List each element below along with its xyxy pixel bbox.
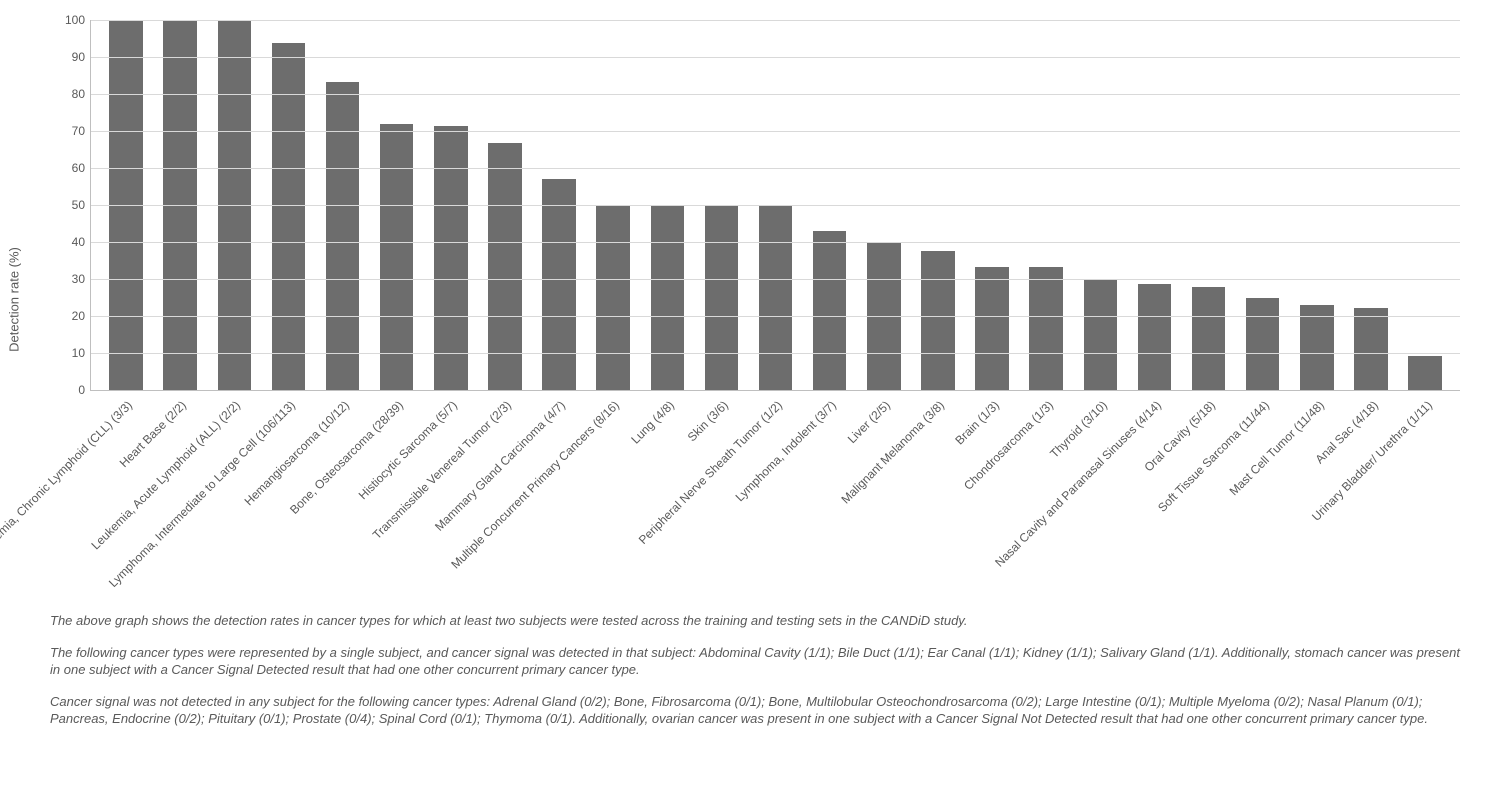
x-label-slot: Oral Cavity (5/18) xyxy=(1181,392,1235,592)
footnote-1: The above graph shows the detection rate… xyxy=(50,612,1470,630)
plot-area: 0102030405060708090100 xyxy=(90,20,1460,391)
footnote-2: The following cancer types were represen… xyxy=(50,644,1470,679)
page: Detection rate (%) 010203040506070809010… xyxy=(0,0,1500,762)
bar xyxy=(759,205,793,390)
x-label-slot: Multiple Concurrent Primary Cancers (8/1… xyxy=(585,392,639,592)
grid-line xyxy=(91,279,1460,280)
x-label-slot: Anal Sac (4/18) xyxy=(1344,392,1398,592)
bar xyxy=(272,43,306,390)
grid-line xyxy=(91,131,1460,132)
bar xyxy=(1138,284,1172,390)
y-tick-label: 50 xyxy=(55,198,85,212)
bar xyxy=(705,205,739,390)
y-tick-label: 40 xyxy=(55,235,85,249)
footnotes: The above graph shows the detection rate… xyxy=(50,612,1470,728)
y-tick-label: 20 xyxy=(55,309,85,323)
x-label-slot: Brain (1/3) xyxy=(965,392,1019,592)
bar xyxy=(1354,308,1388,390)
grid-line xyxy=(91,168,1460,169)
y-tick-label: 70 xyxy=(55,124,85,138)
y-tick-label: 30 xyxy=(55,272,85,286)
bar xyxy=(921,251,955,390)
bar xyxy=(1408,356,1442,390)
bar xyxy=(1246,298,1280,391)
y-axis-label: Detection rate (%) xyxy=(7,247,22,352)
x-label-slot: Peripheral Nerve Sheath Tumor (1/2) xyxy=(748,392,802,592)
x-label-slot: Mammary Gland Carcinoma (4/7) xyxy=(531,392,585,592)
x-axis-labels: Leukemia, Chronic Lymphoid (CLL) (3/3)He… xyxy=(90,392,1460,592)
x-label-slot: Soft Tissue Sarcoma (11/44) xyxy=(1235,392,1289,592)
x-label-slot: Liver (2/5) xyxy=(856,392,910,592)
bar xyxy=(380,124,414,390)
y-tick-label: 100 xyxy=(55,13,85,27)
y-tick-label: 90 xyxy=(55,50,85,64)
grid-line xyxy=(91,94,1460,95)
bar xyxy=(975,267,1009,390)
bar xyxy=(326,82,360,390)
grid-line xyxy=(91,57,1460,58)
grid-line xyxy=(91,353,1460,354)
bar xyxy=(813,231,847,390)
bar xyxy=(596,205,630,390)
x-label-slot: Malignant Melanoma (3/8) xyxy=(910,392,964,592)
grid-line xyxy=(91,242,1460,243)
bar xyxy=(651,205,685,390)
bar xyxy=(542,179,576,390)
bar xyxy=(1084,279,1118,390)
bar xyxy=(1192,287,1226,390)
grid-line xyxy=(91,20,1460,21)
y-tick-label: 0 xyxy=(55,383,85,397)
y-tick-label: 10 xyxy=(55,346,85,360)
y-tick-label: 80 xyxy=(55,87,85,101)
bar xyxy=(1029,267,1063,390)
x-label-slot: Urinary Bladder/ Urethra (1/11) xyxy=(1398,392,1452,592)
x-label-slot: Thyroid (3/10) xyxy=(1073,392,1127,592)
bar xyxy=(1300,305,1334,390)
y-tick-label: 60 xyxy=(55,161,85,175)
bar xyxy=(434,126,468,390)
detection-rate-chart: Detection rate (%) 010203040506070809010… xyxy=(50,20,1470,600)
x-tick-label: Leukemia, Chronic Lymphoid (CLL) (3/3) xyxy=(0,398,135,561)
footnote-3: Cancer signal was not detected in any su… xyxy=(50,693,1470,728)
grid-line xyxy=(91,316,1460,317)
grid-line xyxy=(91,205,1460,206)
